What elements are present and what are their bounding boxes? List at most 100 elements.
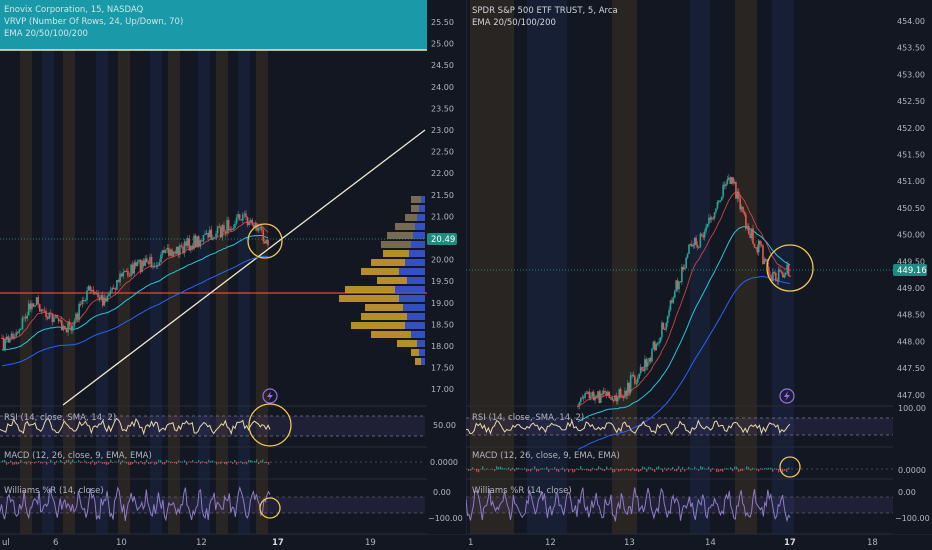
- candle-right-body: [679, 281, 682, 283]
- session-stripe: [612, 0, 637, 534]
- price-tick-right: 452.00: [897, 124, 925, 133]
- macd-bar-left: [130, 462, 132, 465]
- macd-bar-left: [94, 462, 96, 465]
- wr-circle-left[interactable]: [259, 497, 281, 519]
- symbol-line-right[interactable]: SPDR S&P 500 ETF TRUST, 5, Arca: [472, 6, 618, 16]
- macd-bar-right: [496, 466, 498, 470]
- candle-left-body: [94, 291, 96, 294]
- candle-left-body: [64, 325, 66, 330]
- session-stripe: [470, 0, 514, 534]
- last-price-tag-right: [893, 264, 927, 276]
- rsi-circle-left[interactable]: [248, 403, 292, 447]
- candle-right-body: [612, 400, 615, 402]
- candle-left-body: [48, 312, 51, 319]
- macd-bar-left: [12, 462, 14, 465]
- candle-right-body: [683, 268, 686, 270]
- macd-bar-right: [662, 469, 664, 472]
- macd-label-left[interactable]: MACD (12, 26, close, 9, EMA, EMA): [4, 451, 152, 461]
- symbol-line-left[interactable]: Enovix Corporation, 15, NASDAQ: [4, 5, 144, 15]
- highlight-circle-right[interactable]: [766, 244, 814, 292]
- macd-bar-right: [658, 466, 660, 470]
- candle-left-body: [229, 228, 232, 231]
- candle-left-body: [4, 339, 6, 350]
- macd-circle-right[interactable]: [779, 456, 801, 478]
- macd-bar-right: [514, 469, 516, 472]
- vrvp-line-left[interactable]: VRVP (Number Of Rows, 24, Up/Down, 70): [4, 17, 183, 27]
- candle-right-body: [636, 378, 639, 383]
- last-price-right: 449.16: [897, 266, 927, 276]
- macd-bar-right: [486, 468, 488, 470]
- candle-left-body: [237, 214, 239, 218]
- macd-bar-left: [132, 462, 134, 465]
- candle-left-body: [89, 286, 91, 291]
- macd-bar-left: [118, 459, 120, 463]
- macd-bar-right: [576, 468, 578, 470]
- price-tick-left: 22.50: [431, 148, 454, 157]
- candle-left-body: [106, 296, 109, 302]
- candle-left-body: [264, 241, 266, 244]
- macd-bar-left: [232, 462, 234, 464]
- candle-left-body: [202, 234, 205, 242]
- highlight-circle-left[interactable]: [247, 223, 283, 259]
- lightning-icon[interactable]: [262, 388, 278, 404]
- candle-right-body: [618, 389, 621, 399]
- candle-left-body: [20, 328, 22, 330]
- ema-line-left[interactable]: EMA 20/50/100/200: [4, 29, 88, 39]
- candle-left-body: [24, 316, 27, 319]
- macd-hist-left: [2, 459, 270, 465]
- ema-line-right[interactable]: EMA 20/50/100/200: [472, 18, 556, 28]
- candle-left-body: [45, 311, 47, 318]
- candle-left-body: [57, 318, 60, 322]
- rsi-label-left[interactable]: RSI (14, close, SMA, 14, 2): [4, 413, 116, 423]
- macd-bar-left: [48, 462, 50, 463]
- time-tick-left-4: 17: [272, 538, 284, 548]
- trendline-left[interactable]: [62, 129, 426, 406]
- macd-bar-left: [262, 459, 264, 463]
- session-stripe: [198, 0, 210, 534]
- candle-right-body: [765, 259, 767, 261]
- candle-right-body: [578, 402, 581, 406]
- candle-left-body: [84, 300, 87, 302]
- session-stripe: [256, 0, 268, 534]
- candle-left-body: [163, 250, 165, 253]
- wr-label-left[interactable]: Williams %R (14, close): [4, 486, 104, 496]
- macd-bar-left: [204, 462, 206, 464]
- volume-bar-up: [395, 223, 415, 230]
- macd-bar-left: [266, 462, 268, 464]
- macd-bar-left: [176, 462, 178, 464]
- macd-bar-left: [28, 461, 30, 463]
- price-axis-left[interactable]: [427, 0, 466, 534]
- candle-right-body: [691, 244, 693, 247]
- volume-bar-down: [421, 358, 425, 365]
- macd-bar-left: [182, 461, 184, 463]
- macd-bar-right: [682, 467, 684, 470]
- candle-right-body: [743, 212, 746, 215]
- lightning-icon[interactable]: [779, 388, 795, 404]
- candle-right-body: [719, 200, 722, 202]
- wr-tick-bottom-right: −100.00: [895, 514, 930, 523]
- macd-bar-right: [724, 468, 726, 470]
- candle-left-body: [109, 290, 112, 294]
- session-stripe: [96, 0, 108, 534]
- macd-bar-left: [234, 459, 236, 463]
- macd-label-right[interactable]: MACD (12, 26, close, 9, EMA, EMA): [472, 451, 620, 461]
- macd-bar-right: [686, 469, 688, 470]
- candle-right-body: [726, 179, 729, 185]
- wr-label-right[interactable]: Williams %R (14, close): [472, 486, 572, 496]
- candle-right-body: [597, 391, 599, 398]
- macd-bar-right: [580, 466, 582, 470]
- wr-line-right: [465, 487, 791, 523]
- macd-bar-left: [108, 462, 110, 465]
- session-stripe: [216, 0, 228, 534]
- rsi-label-right[interactable]: RSI (14, close, SMA, 14, 2): [472, 413, 584, 423]
- candle-right-body: [780, 271, 783, 273]
- candle-right-body: [708, 217, 710, 224]
- macd-bar-right: [628, 469, 630, 471]
- price-tick-left: 19.00: [431, 299, 454, 308]
- macd-bar-right: [546, 467, 548, 470]
- macd-bar-right: [620, 469, 622, 472]
- macd-bar-left: [212, 460, 214, 463]
- candle-right-body: [699, 233, 702, 248]
- candle-left-body: [242, 214, 244, 221]
